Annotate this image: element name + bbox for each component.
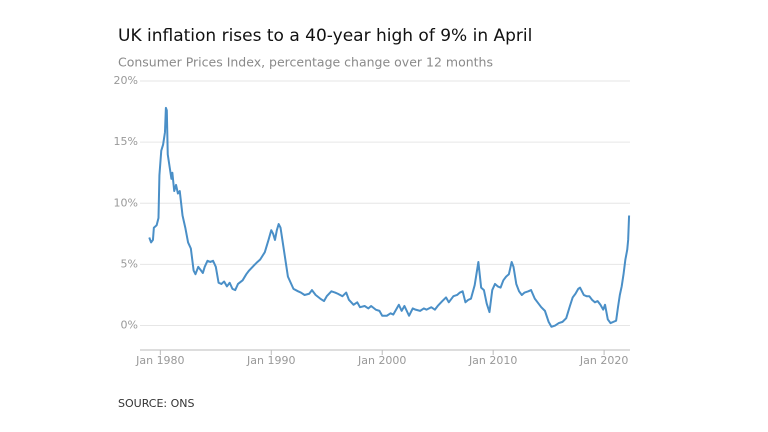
- y-tick-label: 20%: [114, 74, 138, 87]
- chart-title: UK inflation rises to a 40-year high of …: [118, 26, 532, 46]
- y-tick-label: 0%: [121, 319, 138, 332]
- data-line: [148, 106, 631, 328]
- x-tick-label: Jan 2000: [357, 354, 406, 367]
- chart-subtitle: Consumer Prices Index, percentage change…: [118, 55, 493, 70]
- y-tick-label: 5%: [121, 257, 138, 270]
- y-tick-label: 10%: [114, 196, 138, 209]
- x-tick-label: Jan 2020: [579, 354, 628, 367]
- x-tick-label: Jan 1990: [246, 354, 295, 367]
- x-tick-label: Jan 1980: [135, 354, 184, 367]
- x-tick-label: Jan 2010: [468, 354, 517, 367]
- source: SOURCE: ONS: [118, 397, 195, 410]
- y-tick-label: 15%: [114, 135, 138, 148]
